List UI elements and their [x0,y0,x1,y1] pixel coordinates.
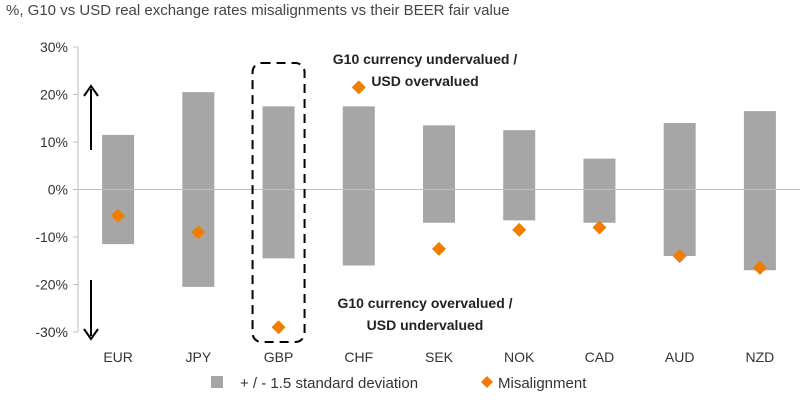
x-tick-label-eur: EUR [103,349,133,365]
chart-title: %, G10 vs USD real exchange rates misali… [6,2,510,19]
y-tick-label: 20% [40,87,68,103]
y-tick-label: 0% [48,182,68,198]
down-arrow-head [83,328,99,341]
annotation-up-line-2: USD overvalued [371,73,478,89]
x-tick-label-gbp: GBP [264,349,294,365]
misalignment-markers [111,80,767,335]
marker-nok [512,222,527,237]
gbp-highlight-box [251,62,306,343]
x-tick-label-cad: CAD [585,349,615,365]
x-axis: EUR JPY GBP CHF SEK NOK CAD AUD NZD [103,349,774,365]
range-bar-sek [423,125,455,223]
annotation-up-line-1: G10 currency undervalued / [333,51,518,67]
x-tick-label-jpy: JPY [185,349,211,365]
marker-cad [592,220,607,235]
legend: + / - 1.5 standard deviation Misalignment [211,375,587,392]
y-tick-label: 30% [40,39,68,55]
legend-swatch-range [211,376,223,388]
marker-eur [111,208,126,223]
range-bar-chf [342,106,375,266]
x-tick-label-nok: NOK [504,349,535,365]
x-tick-label-chf: CHF [344,349,373,365]
x-tick-label-aud: AUD [665,349,695,365]
marker-nzd [752,260,767,275]
range-bar-nzd [743,111,776,271]
annotations: G10 currency undervalued / USD overvalued… [333,51,518,333]
marker-aud [672,249,687,263]
marker-sek [432,241,446,256]
annotation-down-line-2: USD undervalued [367,317,484,333]
marker-jpy [191,225,206,240]
range-bar-nok [503,130,536,221]
legend-label-misalignment: Misalignment [498,375,587,392]
annotation-down-line-1: G10 currency overvalued / [337,295,512,311]
marker-gbp [271,320,286,335]
marker-chf [351,80,366,95]
x-tick-label-sek: SEK [425,349,454,365]
x-tick-label-nzd: NZD [745,349,774,365]
legend-swatch-misalignment [481,376,493,388]
y-tick-label: -10% [35,229,68,245]
range-bar-gbp [262,106,295,259]
direction-arrows [83,84,99,341]
y-axis: 30% 20% 10% 0% -10% -20% -30% [35,39,79,340]
y-tick-label: 10% [40,134,68,150]
y-tick-label: -20% [35,277,68,293]
up-arrow-head [83,84,99,97]
legend-label-range: + / - 1.5 standard deviation [240,375,418,392]
y-tick-label: -30% [35,324,68,340]
range-bar-cad [583,158,616,223]
